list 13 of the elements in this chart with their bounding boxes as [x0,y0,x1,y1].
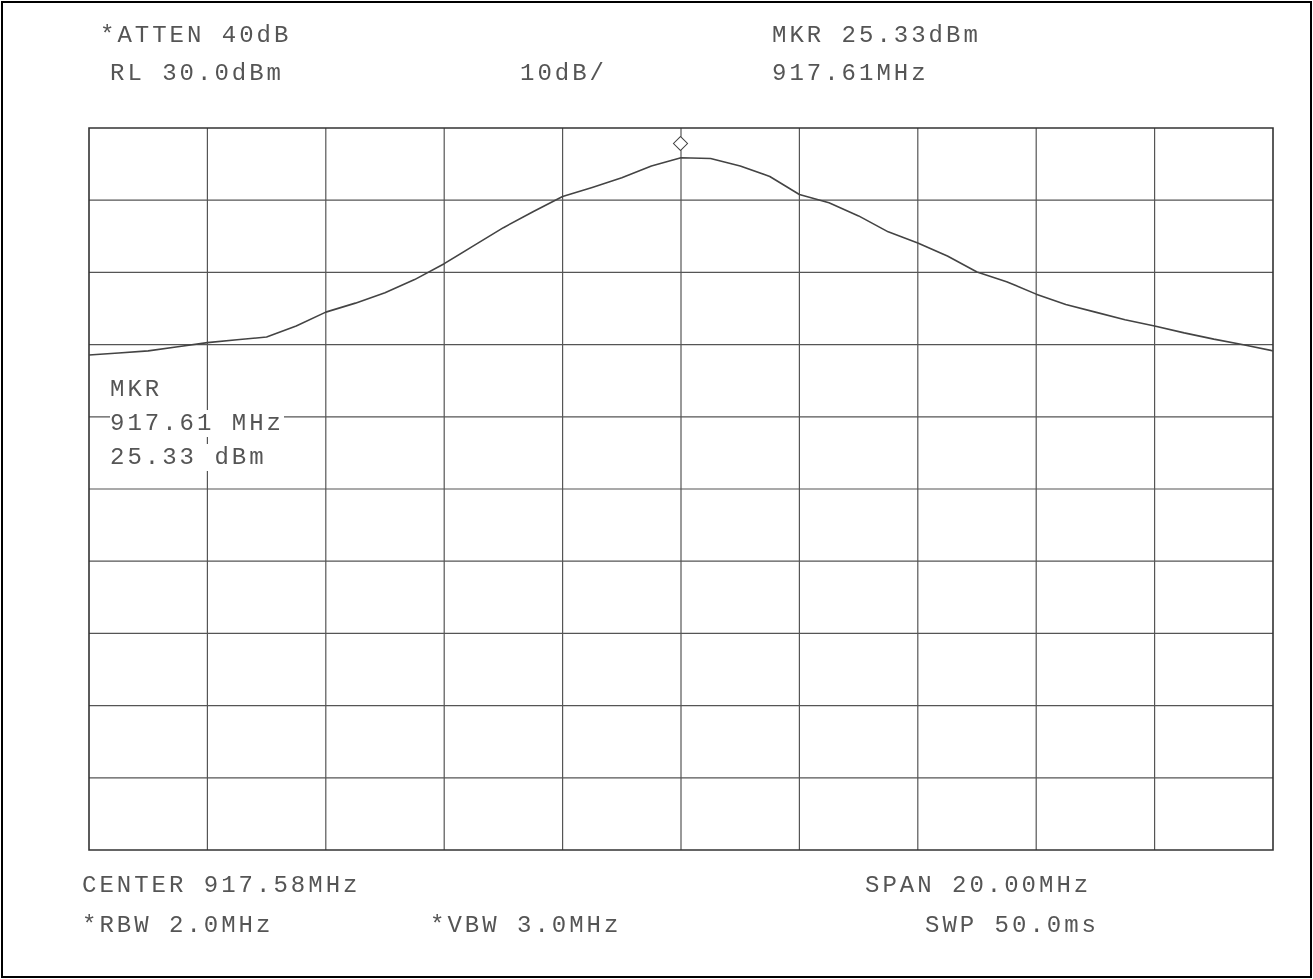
text: *RBW 2.0MHz [82,912,274,939]
text: 10dB/ [520,60,608,87]
annotation: 917.61 MHz [110,410,285,437]
text: 917.61MHz [772,60,929,87]
text: MKR 25.33dBm [772,22,981,49]
annotation: MKR [110,376,163,403]
text: *VBW 3.0MHz [430,912,622,939]
text: RL 30.0dBm [110,60,285,87]
text: SWP 50.0ms [925,912,1100,939]
text: *ATTEN 40dB [100,22,292,49]
annotation: 25.33 dBm [110,444,267,471]
text: SPAN 20.00MHz [865,872,1092,899]
text: CENTER 917.58MHz [82,872,361,899]
